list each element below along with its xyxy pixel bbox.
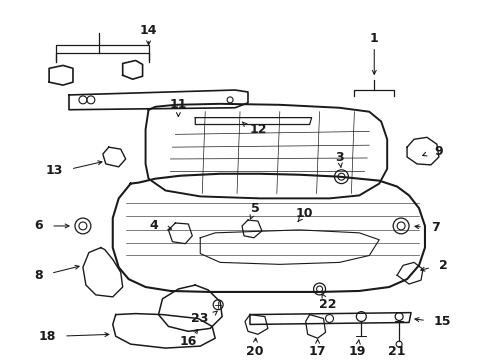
Text: 8: 8 xyxy=(35,269,43,282)
Text: 19: 19 xyxy=(348,345,366,357)
Text: 9: 9 xyxy=(433,145,442,158)
Text: 14: 14 xyxy=(140,24,157,37)
Text: 5: 5 xyxy=(250,202,259,215)
Text: 16: 16 xyxy=(179,335,197,348)
Text: 15: 15 xyxy=(433,315,450,328)
Text: 10: 10 xyxy=(295,207,313,220)
Text: 2: 2 xyxy=(438,259,447,272)
Text: 3: 3 xyxy=(334,150,343,163)
Text: 6: 6 xyxy=(35,220,43,233)
Text: 17: 17 xyxy=(308,345,325,357)
Text: 12: 12 xyxy=(249,123,267,136)
Text: 23: 23 xyxy=(190,312,208,325)
Text: 13: 13 xyxy=(45,164,63,177)
Text: 11: 11 xyxy=(169,98,187,111)
Text: 22: 22 xyxy=(318,298,336,311)
Text: 20: 20 xyxy=(245,345,263,357)
Text: 1: 1 xyxy=(369,32,378,45)
Text: 21: 21 xyxy=(387,345,405,357)
Text: 4: 4 xyxy=(149,220,158,233)
Text: 7: 7 xyxy=(430,221,439,234)
Text: 18: 18 xyxy=(39,330,56,343)
